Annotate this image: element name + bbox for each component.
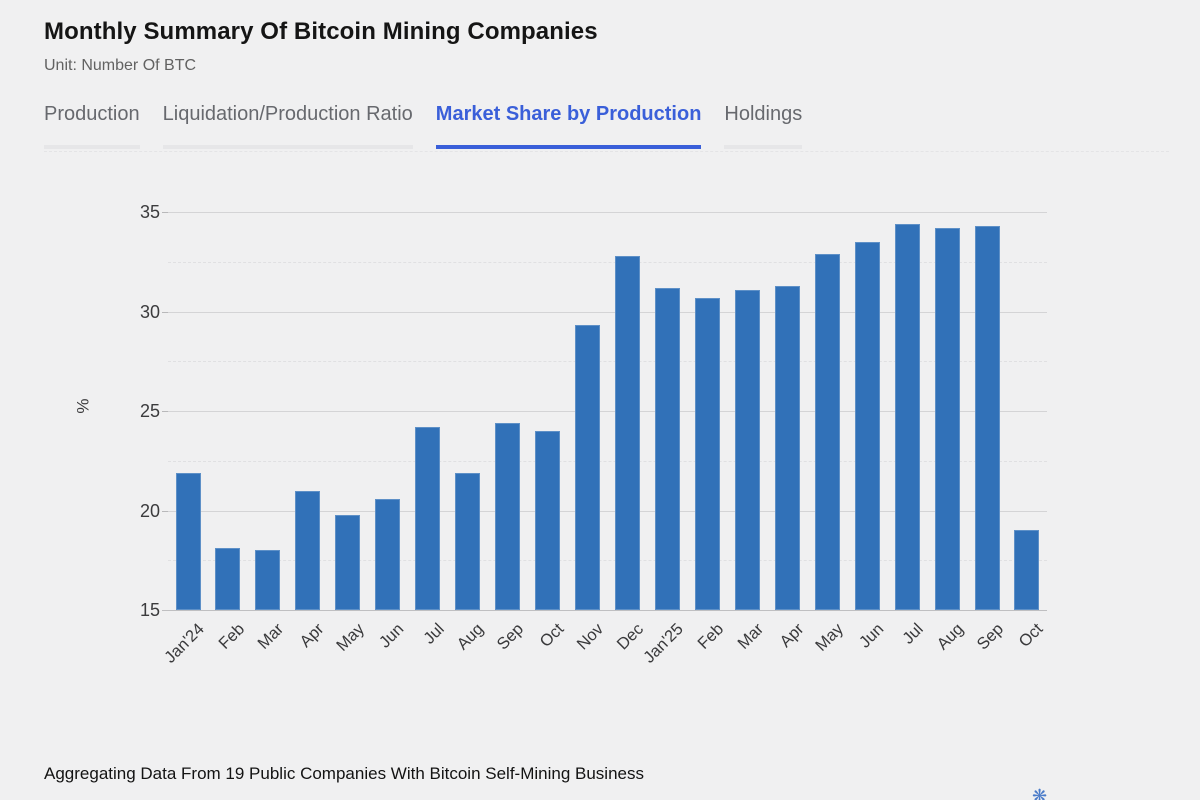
flower-asterisk-icon: ❋ [1032, 786, 1048, 800]
bar-oct[interactable] [535, 430, 560, 610]
x-axis-tick-label: Jun [855, 620, 887, 652]
plot-area [162, 212, 1047, 611]
x-axis-tick-label: Oct [536, 620, 568, 651]
bar-may[interactable] [335, 514, 361, 610]
bar-jun[interactable] [375, 498, 401, 610]
footer-note: Aggregating Data From 19 Public Companie… [44, 764, 644, 783]
x-axis-tick-label: May [812, 620, 847, 655]
x-axis-tick-label: Apr [776, 620, 807, 651]
y-axis-tick [162, 411, 168, 412]
y-axis-tick [162, 212, 168, 213]
bar-sep[interactable] [495, 422, 521, 610]
tab-bar: Production Liquidation/Production Ratio Ma… [44, 103, 803, 149]
y-axis-tick-label: 25 [139, 401, 160, 421]
bar-jul[interactable] [415, 426, 441, 610]
x-axis-tick-label: Mar [254, 620, 288, 653]
bar-aug[interactable] [934, 227, 960, 610]
bar-dec[interactable] [614, 255, 640, 610]
tab-holdings[interactable]: Holdings [724, 103, 803, 149]
y-axis-title: % [73, 398, 93, 414]
bar-aug[interactable] [455, 472, 481, 610]
gridline-major [168, 212, 1047, 213]
x-axis-tick-label: Jan'24 [160, 620, 208, 667]
y-axis-tick-label: 30 [139, 301, 160, 322]
x-axis-tick-label: Oct [1015, 620, 1047, 651]
bar-feb[interactable] [215, 548, 241, 610]
bar-may[interactable] [814, 253, 840, 610]
bar-oct[interactable] [1014, 530, 1040, 610]
x-axis-tick-label: Feb [694, 620, 728, 653]
y-axis-tick [162, 311, 168, 313]
bar-apr[interactable] [774, 285, 800, 610]
bar-mar[interactable] [255, 550, 281, 610]
tab-production[interactable]: Production [44, 103, 140, 149]
x-axis-line [162, 610, 1047, 611]
gridline-major [168, 411, 1047, 412]
bar-jun[interactable] [854, 241, 880, 610]
tab-liquidation-production-ratio[interactable]: Liquidation/Production Ratio [162, 103, 413, 149]
gridline-minor [168, 460, 1047, 462]
x-axis-tick-label: Sep [973, 620, 1007, 654]
x-axis-tick-label: Jan'25 [640, 620, 688, 667]
x-axis-tick-label: Dec [613, 620, 648, 654]
page-title: Monthly Summary Of Bitcoin Mining Compan… [44, 18, 598, 45]
tab-bar-divider [44, 151, 1169, 152]
y-axis-tick [162, 510, 168, 512]
x-axis-tick-label: Mar [734, 620, 768, 653]
x-axis-tick-label: Jul [899, 620, 927, 648]
bar-mar[interactable] [734, 289, 760, 610]
gridline-major [168, 311, 1047, 313]
page-subtitle: Unit: Number Of BTC [44, 57, 197, 74]
x-axis-tick-label: Jul [419, 620, 448, 648]
x-axis-tick-label: Feb [214, 620, 248, 653]
gridline-major [168, 510, 1047, 512]
gridline-minor [168, 560, 1047, 562]
bar-nov[interactable] [575, 325, 600, 610]
bar-jan-24[interactable] [175, 472, 201, 610]
y-axis-tick-label: 20 [139, 500, 160, 521]
gridline-minor [168, 361, 1047, 363]
x-axis-tick-label: Aug [933, 620, 967, 654]
x-axis-tick-label: Nov [573, 620, 608, 654]
y-axis-tick-label: 35 [139, 202, 160, 222]
bar-jan-25[interactable] [654, 287, 680, 610]
x-axis-tick-label: Aug [453, 620, 488, 654]
x-axis-tick-label: Apr [296, 620, 328, 651]
bar-apr[interactable] [295, 490, 321, 610]
x-axis-tick-label: Sep [493, 620, 528, 654]
tab-market-share-by-production[interactable]: Market Share by Production [435, 103, 702, 149]
x-axis-tick-label: May [332, 620, 368, 655]
bar-feb[interactable] [694, 297, 720, 610]
bar-sep[interactable] [974, 225, 1000, 610]
gridline-minor [168, 261, 1047, 263]
bar-jul[interactable] [894, 223, 920, 610]
y-axis-tick-label: 15 [139, 600, 160, 620]
x-axis-tick-label: Jun [375, 620, 408, 652]
